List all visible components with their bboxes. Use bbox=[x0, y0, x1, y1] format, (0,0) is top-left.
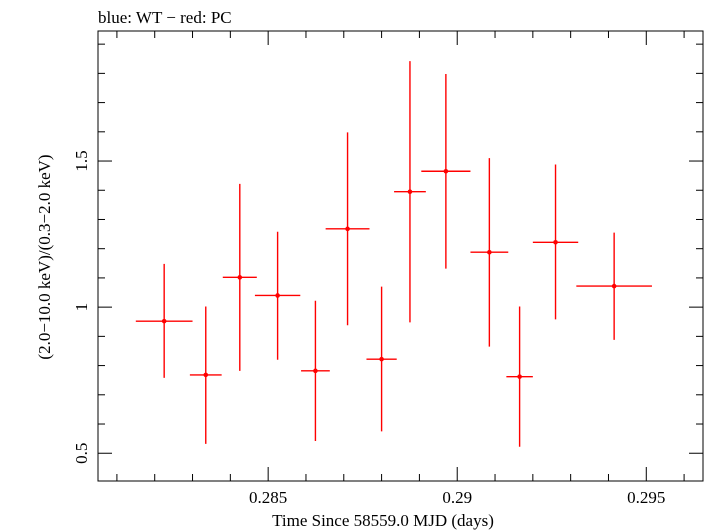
data-marker bbox=[203, 372, 209, 378]
data-point bbox=[301, 300, 330, 441]
data-point bbox=[470, 158, 509, 347]
data-point bbox=[135, 263, 193, 378]
data-marker bbox=[407, 189, 413, 195]
y-tick-label: 1 bbox=[72, 303, 91, 312]
data-point bbox=[532, 164, 579, 320]
y-axis-label: (2.0−10.0 keV)/(0.3−2.0 keV) bbox=[35, 154, 54, 359]
data-marker bbox=[313, 368, 318, 374]
data-point bbox=[222, 183, 257, 371]
data-point bbox=[421, 73, 471, 269]
data-point bbox=[325, 132, 370, 326]
chart-title: blue: WT − red: PC bbox=[98, 8, 232, 27]
data-marker bbox=[553, 239, 558, 245]
data-marker bbox=[161, 318, 167, 324]
data-marker bbox=[443, 168, 449, 174]
data-point bbox=[506, 306, 533, 447]
data-marker bbox=[275, 293, 280, 298]
x-tick-label: 0.285 bbox=[249, 488, 287, 507]
data-point bbox=[189, 306, 222, 444]
data-marker bbox=[237, 275, 243, 280]
data-point bbox=[366, 286, 397, 432]
data-point bbox=[254, 231, 301, 360]
x-axis-label: Time Since 58559.0 MJD (days) bbox=[272, 511, 494, 530]
x-tick-label: 0.295 bbox=[627, 488, 665, 507]
data-marker bbox=[345, 226, 350, 232]
data-point bbox=[576, 232, 652, 340]
data-marker bbox=[379, 356, 384, 362]
y-tick-label: 1.5 bbox=[72, 150, 91, 171]
data-points bbox=[135, 61, 652, 447]
data-marker bbox=[487, 249, 492, 255]
plot-frame bbox=[97, 30, 704, 482]
data-marker bbox=[517, 374, 522, 379]
data-marker bbox=[611, 283, 617, 289]
y-tick-label: 0.5 bbox=[72, 443, 91, 464]
data-point bbox=[394, 61, 426, 323]
x-tick-label: 0.29 bbox=[442, 488, 472, 507]
axes: 0.285 0.29 0.295 0.5 1 1.5 bbox=[72, 31, 703, 507]
